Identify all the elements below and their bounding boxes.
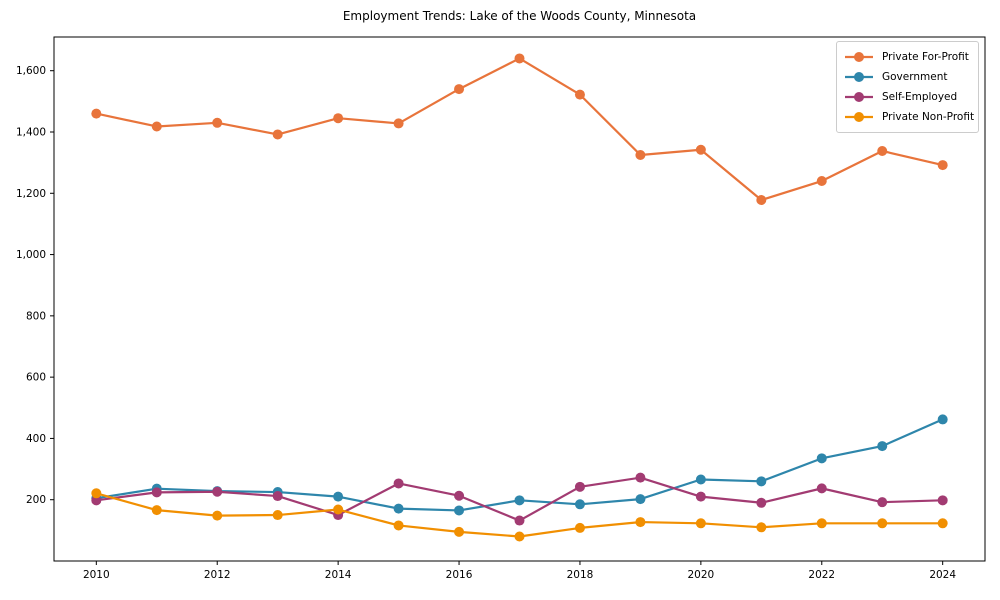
y-axis-tick-label: 1,200 xyxy=(16,188,46,200)
x-axis-tick-label: 2014 xyxy=(325,569,352,581)
data-point-marker xyxy=(574,499,585,510)
data-point-marker xyxy=(695,491,706,502)
data-point-marker xyxy=(212,486,223,497)
data-point-marker xyxy=(695,474,706,485)
data-point-marker xyxy=(756,522,767,533)
y-axis-tick-label: 400 xyxy=(26,433,46,445)
data-point-marker xyxy=(212,117,223,128)
data-point-marker xyxy=(937,518,948,529)
data-point-marker xyxy=(333,491,344,502)
data-point-marker xyxy=(393,520,404,531)
data-point-marker xyxy=(272,129,283,140)
legend-label: Self-Employed xyxy=(882,91,958,103)
data-point-marker xyxy=(272,510,283,521)
legend-item: Government xyxy=(844,67,971,87)
data-point-marker xyxy=(393,478,404,489)
data-point-marker xyxy=(877,497,888,508)
legend-item: Self-Employed xyxy=(844,87,971,107)
data-point-marker xyxy=(937,414,948,425)
data-point-marker xyxy=(816,176,827,187)
chart-title: Employment Trends: Lake of the Woods Cou… xyxy=(342,9,697,23)
data-point-marker xyxy=(574,481,585,492)
legend-label: Private For-Profit xyxy=(882,51,969,63)
data-point-marker xyxy=(454,490,465,501)
data-point-marker xyxy=(514,495,525,506)
data-point-marker xyxy=(514,531,525,542)
data-point-marker xyxy=(877,518,888,529)
legend-label: Private Non-Profit xyxy=(882,111,975,123)
data-point-marker xyxy=(514,53,525,64)
legend: Private For-Profit Government Self-Employe… xyxy=(836,41,979,133)
data-point-marker xyxy=(937,495,948,506)
data-point-marker xyxy=(877,441,888,452)
data-point-marker xyxy=(574,522,585,533)
x-axis-tick-label: 2012 xyxy=(204,569,231,581)
y-axis-tick-label: 200 xyxy=(26,494,46,506)
data-point-marker xyxy=(91,488,102,499)
data-point-marker xyxy=(91,495,102,506)
data-point-marker xyxy=(151,121,162,132)
data-point-marker xyxy=(695,518,706,529)
data-point-marker xyxy=(333,504,344,515)
data-point-marker xyxy=(393,118,404,129)
data-point-marker xyxy=(272,491,283,502)
legend-line-marker-icon xyxy=(845,72,873,82)
x-axis-tick-label: 2010 xyxy=(83,569,110,581)
legend-line-marker-icon xyxy=(845,52,873,62)
legend-line-marker-icon xyxy=(845,92,873,102)
legend-item: Private For-Profit xyxy=(844,47,971,67)
data-point-marker xyxy=(756,476,767,487)
x-axis-tick-label: 2020 xyxy=(687,569,714,581)
y-axis-tick-label: 1,400 xyxy=(16,126,46,138)
data-point-marker xyxy=(816,483,827,494)
y-axis-tick-label: 1,000 xyxy=(16,249,46,261)
data-point-marker xyxy=(454,84,465,95)
data-point-marker xyxy=(877,145,888,156)
x-axis-tick-label: 2018 xyxy=(567,569,594,581)
data-point-marker xyxy=(454,505,465,516)
data-point-marker xyxy=(454,526,465,537)
data-point-marker xyxy=(91,108,102,119)
y-axis-tick-label: 600 xyxy=(26,372,46,384)
data-point-marker xyxy=(574,89,585,100)
legend-line-marker-icon xyxy=(845,112,873,122)
x-axis-tick-label: 2022 xyxy=(808,569,835,581)
data-point-marker xyxy=(393,503,404,514)
x-axis-tick-label: 2016 xyxy=(446,569,473,581)
data-point-marker xyxy=(151,487,162,498)
y-axis-tick-label: 1,600 xyxy=(16,65,46,77)
data-point-marker xyxy=(333,113,344,124)
legend-item: Private Non-Profit xyxy=(844,107,975,127)
data-point-marker xyxy=(816,518,827,529)
data-point-marker xyxy=(514,515,525,526)
data-point-marker xyxy=(937,160,948,171)
data-point-marker xyxy=(151,505,162,516)
data-point-marker xyxy=(756,497,767,508)
legend-label: Government xyxy=(882,71,948,83)
data-point-marker xyxy=(635,517,646,528)
data-point-marker xyxy=(635,472,646,483)
data-point-marker xyxy=(635,149,646,160)
data-point-marker xyxy=(635,494,646,505)
data-point-marker xyxy=(695,144,706,155)
x-axis-tick-label: 2024 xyxy=(929,569,956,581)
data-point-marker xyxy=(212,510,223,521)
data-point-marker xyxy=(756,195,767,206)
y-axis-tick-label: 800 xyxy=(26,310,46,322)
data-point-marker xyxy=(816,453,827,464)
